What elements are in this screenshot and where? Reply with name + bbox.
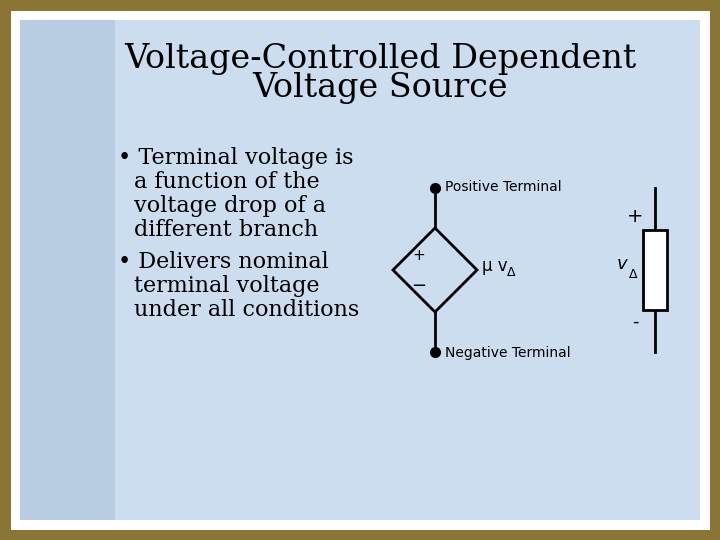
Text: μ v: μ v xyxy=(482,257,508,275)
Text: under all conditions: under all conditions xyxy=(134,299,359,321)
Text: Negative Terminal: Negative Terminal xyxy=(445,346,571,360)
Text: v: v xyxy=(616,255,627,273)
Text: voltage drop of a: voltage drop of a xyxy=(134,195,326,217)
Bar xyxy=(643,230,667,310)
Text: terminal voltage: terminal voltage xyxy=(134,275,320,297)
FancyBboxPatch shape xyxy=(14,14,706,526)
Text: +: + xyxy=(626,206,643,226)
Text: +: + xyxy=(413,248,426,264)
Text: Positive Terminal: Positive Terminal xyxy=(445,180,562,194)
Text: different branch: different branch xyxy=(134,219,318,241)
Text: −: − xyxy=(411,277,426,295)
Text: Voltage Source: Voltage Source xyxy=(252,72,508,104)
Text: Δ: Δ xyxy=(507,266,516,279)
Text: • Delivers nominal: • Delivers nominal xyxy=(118,251,329,273)
Bar xyxy=(20,20,115,520)
Text: • Terminal voltage is: • Terminal voltage is xyxy=(118,147,354,169)
Text: Voltage-Controlled Dependent: Voltage-Controlled Dependent xyxy=(124,43,636,75)
Text: Δ: Δ xyxy=(629,267,637,280)
Text: -: - xyxy=(631,313,638,331)
Text: a function of the: a function of the xyxy=(134,171,320,193)
